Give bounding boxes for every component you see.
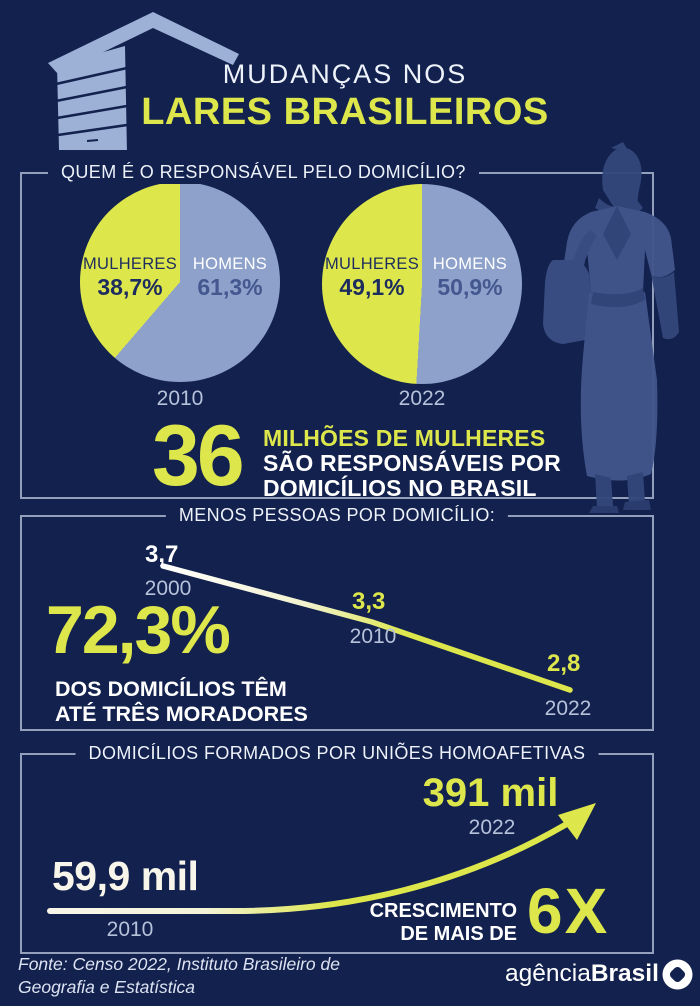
growth-multiplier: 6X <box>527 875 610 947</box>
men-value: 50,9% <box>437 274 503 300</box>
source-note: Fonte: Censo 2022, Instituto Brasileiro … <box>18 953 340 998</box>
stat-723-caption-line1: DOS DOMICÍLIOS TÊM <box>55 677 287 701</box>
growth-arrow <box>47 803 596 914</box>
house-icon <box>48 12 239 150</box>
women-value: 38,7% <box>97 274 163 300</box>
section3-title: DOMICÍLIOS FORMADOS POR UNIÕES HOMOAFETI… <box>75 741 599 765</box>
line-point-2000-value: 3,7 <box>145 541 179 568</box>
section1-title: QUEM É O RESPONSÁVEL PELO DOMICÍLIO? <box>48 160 479 184</box>
pie-2010-men-label: HOMENS 61,3% <box>180 254 280 301</box>
women-label: MULHERES <box>82 255 178 273</box>
men-label: HOMENS <box>432 255 508 273</box>
stat-36-caption-line1: MILHÕES DE MULHERES <box>263 425 546 451</box>
stat-36-caption: MILHÕES DE MULHERES SÃO RESPONSÁVEIS POR… <box>263 426 561 501</box>
pie-chart-2010 <box>80 182 280 382</box>
pie-2022-men-label: HOMENS 50,9% <box>420 254 520 301</box>
stat-start-value: 59,9 mil <box>52 853 199 899</box>
stat-723-caption: DOS DOMICÍLIOS TÊM ATÉ TRÊS MORADORES <box>55 677 308 727</box>
logo-text-bold: Brasil <box>590 960 659 987</box>
growth-caption-line2: DE MAIS DE <box>400 923 517 945</box>
source-note-line1: Fonte: Censo 2022, Instituto Brasileiro … <box>18 954 340 974</box>
pie-chart-2022 <box>322 184 522 384</box>
men-value: 61,3% <box>197 274 263 300</box>
stat-723-number: 72,3% <box>46 592 231 668</box>
stat-end-value: 391 mil <box>422 771 559 815</box>
pie-2010-women-label: MULHERES 38,7% <box>80 254 180 301</box>
source-note-line2: Geografia e Estatística <box>18 976 196 997</box>
women-value: 49,1% <box>339 274 405 300</box>
page-title: MUDANÇAS NOS LARES BRASILEIROS <box>140 58 550 134</box>
stat-end-year: 2022 <box>468 816 516 839</box>
pie-2022-year: 2022 <box>398 387 446 410</box>
line-point-2022-value: 2,8 <box>547 650 581 677</box>
woman-silhouette <box>543 142 679 513</box>
stat-723-caption-line2: ATÉ TRÊS MORADORES <box>55 702 308 726</box>
agencia-brasil-logo: agência Brasil <box>505 957 693 991</box>
line-point-2010-year: 2010 <box>349 625 397 648</box>
line-point-2000-year: 2000 <box>144 577 192 600</box>
declining-line-chart <box>160 563 573 693</box>
page-title-line1: MUDANÇAS NOS <box>222 59 468 89</box>
growth-caption-line1: CRESCIMENTO <box>369 900 517 922</box>
line-point-2022-year: 2022 <box>544 697 592 720</box>
page-title-line2: LARES BRASILEIROS <box>141 91 549 133</box>
line-point-2010-value: 3,3 <box>352 588 386 615</box>
logo-text-regular: agência <box>505 960 591 987</box>
women-label: MULHERES <box>324 255 420 273</box>
stat-36-caption-line3: DOMICÍLIOS NO BRASIL <box>263 475 537 501</box>
stat-36-number: 36 <box>152 408 245 504</box>
section2-title: MENOS PESSOAS POR DOMICÍLIO: <box>165 503 509 527</box>
pie-2022-women-label: MULHERES 49,1% <box>322 254 422 301</box>
agencia-brasil-logo-icon <box>662 959 693 989</box>
pie-2010-year: 2010 <box>156 387 204 410</box>
stat-start-year: 2010 <box>106 918 154 941</box>
stat-36-caption-line2: SÃO RESPONSÁVEIS POR <box>263 450 561 476</box>
men-label: HOMENS <box>192 255 268 273</box>
growth-caption: CRESCIMENTO DE MAIS DE <box>345 900 517 946</box>
